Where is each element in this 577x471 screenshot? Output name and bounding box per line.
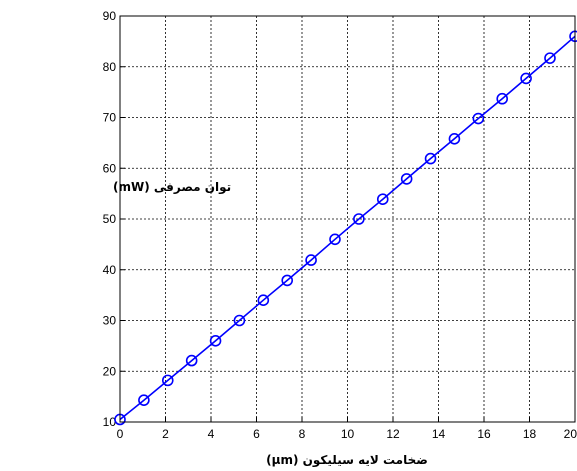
x-tick-label: 4	[208, 427, 215, 441]
x-tick-label: 16	[477, 427, 491, 441]
y-tick-label: 70	[103, 111, 117, 125]
data-point	[185, 354, 198, 367]
data-point	[138, 394, 150, 406]
data-point	[472, 112, 485, 125]
y-tick-label: 90	[103, 9, 117, 23]
data-point	[257, 294, 270, 307]
x-tick-label: 8	[299, 427, 306, 441]
x-ticks: 0 2 4 6 8 10 12 14 16 18 20	[117, 417, 577, 441]
x-tick-label: 18	[523, 427, 537, 441]
y-tick-label: 60	[103, 161, 117, 175]
y-axis-label: توان مصرفی (mW)	[113, 180, 231, 195]
data-point	[233, 314, 246, 327]
data-point	[329, 233, 341, 246]
y-tick-label: 50	[103, 212, 117, 226]
x-tick-label: 14	[432, 427, 446, 441]
x-tick-label: 6	[253, 427, 260, 441]
y-tick-label: 40	[103, 263, 117, 277]
data-point	[209, 334, 222, 347]
data-point	[161, 374, 174, 387]
data-point	[544, 52, 556, 64]
plot-background	[120, 16, 575, 422]
x-tick-label: 0	[117, 427, 124, 441]
y-tick-label: 30	[103, 314, 117, 328]
data-point	[305, 254, 317, 266]
x-tick-label: 10	[341, 427, 355, 441]
data-point	[520, 72, 532, 85]
data-point	[496, 92, 509, 105]
data-point	[400, 173, 413, 185]
x-tick-label: 12	[386, 427, 400, 441]
data-point	[448, 133, 461, 145]
plot-frame	[119, 15, 576, 423]
y-tick-label: 10	[103, 415, 117, 429]
x-axis-label: ضخامت لایه سیلیکون (µm)	[266, 453, 428, 468]
data-point	[424, 152, 437, 165]
y-tick-label: 80	[103, 60, 117, 74]
x-tick-label: 20	[564, 427, 577, 441]
y-ticks: 10 20 30 40 50 60 70 80 90	[103, 9, 125, 429]
data-point	[281, 274, 294, 287]
y-tick-label: 20	[103, 364, 117, 378]
data-point	[353, 213, 365, 225]
x-tick-label: 2	[162, 427, 169, 441]
data-point	[376, 193, 389, 206]
